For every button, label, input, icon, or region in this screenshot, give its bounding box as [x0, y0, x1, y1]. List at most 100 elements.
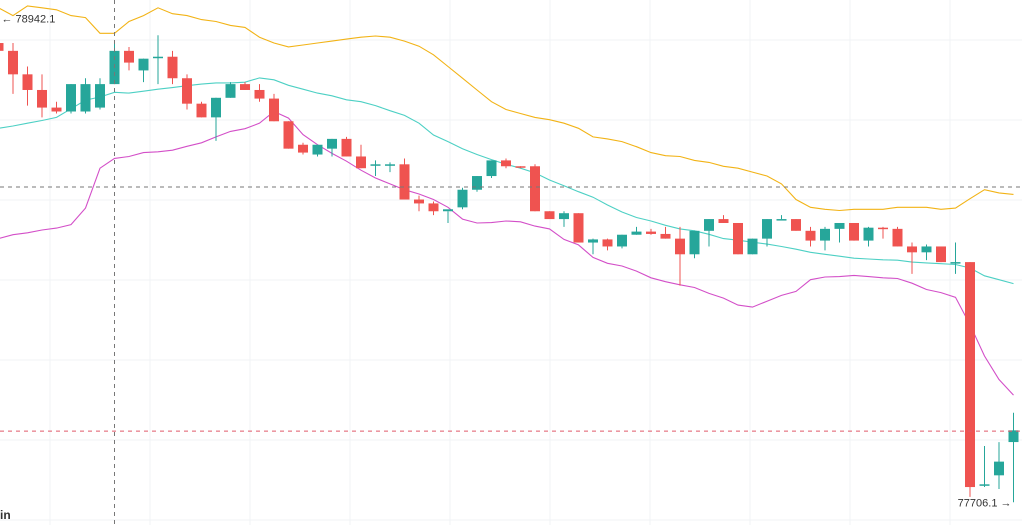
- candle[interactable]: [0, 19, 4, 133]
- candle-body: [211, 97, 221, 118]
- candle[interactable]: [965, 262, 975, 497]
- candle[interactable]: [544, 211, 555, 220]
- candle[interactable]: [834, 222, 845, 243]
- candle[interactable]: [704, 219, 714, 247]
- candle[interactable]: [124, 46, 134, 71]
- candle-body: [617, 234, 627, 247]
- candle-body: [573, 213, 584, 243]
- candle[interactable]: [559, 211, 569, 227]
- candle[interactable]: [820, 226, 830, 251]
- candle[interactable]: [863, 226, 874, 247]
- candle[interactable]: [791, 219, 801, 231]
- candle[interactable]: [689, 230, 700, 259]
- candle-body: [979, 484, 990, 486]
- candle[interactable]: [66, 84, 76, 114]
- candle-body: [66, 84, 76, 112]
- candle[interactable]: [1008, 412, 1019, 503]
- candle[interactable]: [51, 101, 62, 114]
- candle[interactable]: [486, 160, 497, 178]
- candle[interactable]: [356, 144, 366, 169]
- candle[interactable]: [225, 82, 236, 98]
- candle-body: [283, 121, 294, 149]
- candle[interactable]: [211, 97, 221, 141]
- candle[interactable]: [428, 201, 439, 216]
- candle[interactable]: [631, 226, 642, 235]
- candle-body: [588, 239, 598, 243]
- candle[interactable]: [588, 238, 598, 255]
- candle-body: [312, 144, 323, 155]
- candle[interactable]: [254, 84, 265, 102]
- candle-body: [704, 219, 714, 231]
- candle[interactable]: [298, 142, 308, 155]
- candle[interactable]: [950, 242, 961, 274]
- candle-body: [834, 222, 845, 229]
- candle[interactable]: [878, 226, 888, 239]
- candle-body: [399, 164, 410, 200]
- candle[interactable]: [283, 121, 294, 149]
- candle[interactable]: [240, 82, 250, 90]
- candle[interactable]: [370, 160, 381, 177]
- candles[interactable]: [0, 19, 1019, 503]
- candle[interactable]: [8, 43, 18, 94]
- candle[interactable]: [979, 445, 990, 488]
- candle[interactable]: [37, 74, 47, 118]
- candle-body: [892, 228, 903, 247]
- candle[interactable]: [515, 166, 526, 169]
- bollinger-middle-line: [0, 77, 1014, 285]
- candle[interactable]: [182, 74, 192, 110]
- candle[interactable]: [269, 93, 279, 122]
- candle-body: [805, 230, 816, 241]
- candle[interactable]: [327, 138, 337, 157]
- candle[interactable]: [414, 195, 424, 212]
- candle[interactable]: [573, 213, 584, 243]
- candle[interactable]: [907, 242, 917, 274]
- candle[interactable]: [530, 164, 540, 212]
- candle[interactable]: [747, 238, 758, 255]
- candle[interactable]: [849, 222, 859, 241]
- candle-body: [530, 166, 540, 212]
- candle[interactable]: [501, 158, 511, 169]
- candle[interactable]: [921, 244, 932, 261]
- candle[interactable]: [95, 78, 105, 110]
- candle[interactable]: [385, 162, 395, 173]
- candle[interactable]: [443, 209, 453, 223]
- candle[interactable]: [936, 246, 946, 263]
- candle[interactable]: [472, 176, 482, 192]
- candle[interactable]: [602, 238, 613, 251]
- candle-body: [196, 103, 207, 118]
- candle-body: [675, 238, 685, 255]
- candle[interactable]: [341, 136, 352, 157]
- candle[interactable]: [762, 219, 772, 247]
- candle[interactable]: [994, 442, 1004, 490]
- candle[interactable]: [80, 78, 91, 114]
- candle-body: [863, 227, 874, 241]
- candle[interactable]: [892, 226, 903, 247]
- candle[interactable]: [660, 226, 671, 239]
- candle[interactable]: [399, 158, 410, 200]
- candle-body: [776, 219, 787, 221]
- candle[interactable]: [312, 144, 323, 157]
- candle-body: [153, 56, 163, 59]
- candle-body: [8, 50, 18, 75]
- candle[interactable]: [22, 66, 33, 106]
- candle[interactable]: [718, 215, 729, 223]
- candle[interactable]: [196, 101, 207, 118]
- candle-body: [646, 231, 656, 234]
- candle-body: [51, 107, 62, 112]
- candle-body: [501, 160, 511, 167]
- candle-body: [878, 227, 888, 230]
- candle[interactable]: [646, 228, 656, 235]
- candle[interactable]: [167, 50, 178, 85]
- candle[interactable]: [675, 226, 685, 286]
- candle[interactable]: [138, 58, 149, 83]
- candle[interactable]: [617, 234, 627, 249]
- candle[interactable]: [457, 187, 468, 210]
- candle[interactable]: [776, 215, 787, 221]
- candle[interactable]: [733, 222, 743, 255]
- candle[interactable]: [805, 226, 816, 247]
- candle-body: [602, 239, 613, 247]
- candle[interactable]: [153, 35, 163, 85]
